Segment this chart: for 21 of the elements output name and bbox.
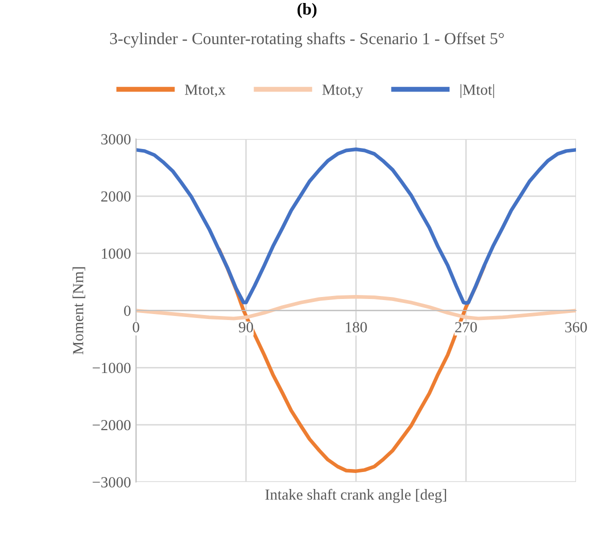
y-tick-label: −3000 (92, 477, 131, 488)
line-series (136, 147, 576, 305)
y-tick-label: −1000 (92, 362, 131, 374)
legend-label: Mtot,x (184, 84, 226, 98)
legend-label: |Mtot| (460, 84, 494, 98)
y-tick-label: 3000 (101, 134, 131, 144)
y-tick-label: 2000 (101, 191, 131, 202)
line-series (136, 294, 576, 320)
x-tick-label: 270 (455, 322, 477, 332)
legend-label: Mtot,y (322, 84, 364, 98)
text: (b) (298, 3, 316, 18)
y-axis-title: Moment [Nm] (72, 267, 86, 354)
y-tick-label: 0 (124, 306, 131, 316)
x-tick-label: 360 (565, 322, 587, 332)
x-axis-title: Intake shaft crank angle [deg] (265, 488, 446, 503)
chart-title: 3-cylinder - Counter-rotating shafts - Scenario 1 - Offset 5° (110, 32, 504, 48)
y-tick-label: −2000 (92, 420, 131, 430)
x-tick-label: 0 (132, 322, 140, 332)
y-tick-label: 1000 (102, 248, 131, 259)
x-tick-label: 180 (346, 322, 367, 332)
x-tick-label: 90 (238, 322, 254, 332)
